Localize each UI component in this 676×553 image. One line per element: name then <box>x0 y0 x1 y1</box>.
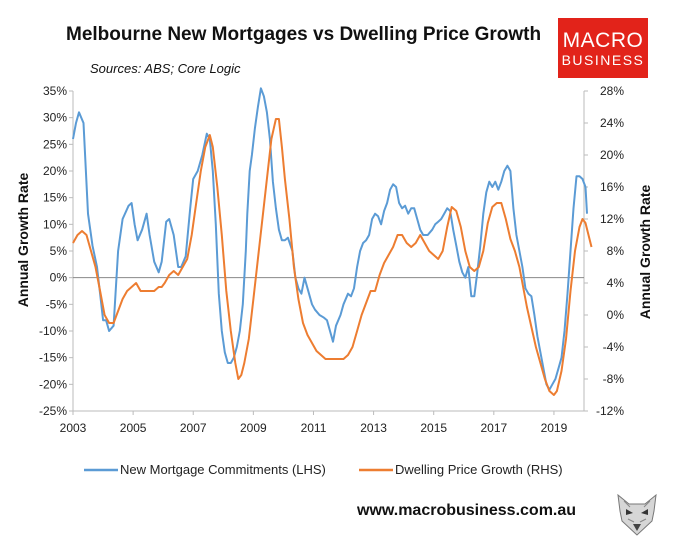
left-tick-label: 0% <box>50 271 68 285</box>
x-tick-label: 2007 <box>180 421 207 435</box>
left-tick-label: 25% <box>43 137 67 151</box>
chart-subtitle: Sources: ABS; Core Logic <box>90 61 241 76</box>
x-tick-label: 2005 <box>120 421 147 435</box>
x-tick-label: 2003 <box>60 421 87 435</box>
series-line-mortgages <box>72 87 588 391</box>
left-tick-label: 20% <box>43 164 67 178</box>
left-axis-label: Annual Growth Rate <box>15 173 31 308</box>
right-tick-label: -12% <box>596 404 624 418</box>
left-tick-label: 30% <box>43 111 67 125</box>
left-tick-label: -15% <box>39 351 67 365</box>
x-tick-label: 2015 <box>420 421 447 435</box>
right-tick-label: 12% <box>600 212 624 226</box>
x-tick-label: 2013 <box>360 421 387 435</box>
left-tick-label: -10% <box>39 324 67 338</box>
chart-title: Melbourne New Mortgages vs Dwelling Pric… <box>66 24 542 45</box>
left-tick-label: -25% <box>39 404 67 418</box>
x-axis-ticks: 2003 2005 2007 2009 2011 2013 2015 2017 2019 <box>60 411 568 435</box>
left-tick-label: 15% <box>43 191 67 205</box>
right-tick-label: 16% <box>600 180 624 194</box>
plot-frame <box>72 91 585 412</box>
right-tick-label: 24% <box>600 116 624 130</box>
right-tick-label: -4% <box>603 340 625 354</box>
wolf-mascot-icon <box>617 493 657 536</box>
website-url: www.macrobusiness.com.au <box>357 502 577 519</box>
right-tick-label: 20% <box>600 148 624 162</box>
right-axis-label: Annual Growth Rate <box>637 185 653 320</box>
right-axis-ticks: 28% 24% 20% 16% 12% 8% 4% 0% -4% -8% -12% <box>584 84 624 418</box>
left-tick-label: -5% <box>46 297 68 311</box>
right-tick-label: -8% <box>603 372 625 386</box>
right-tick-label: 0% <box>607 308 625 322</box>
logo-text-macro: MACRO <box>562 28 644 52</box>
series-line-prices <box>72 118 593 396</box>
left-tick-label: -20% <box>39 377 67 391</box>
right-tick-label: 28% <box>600 84 624 98</box>
x-tick-label: 2009 <box>240 421 267 435</box>
right-tick-label: 8% <box>607 244 625 258</box>
left-tick-label: 35% <box>43 84 67 98</box>
series-layer <box>72 87 593 396</box>
x-tick-label: 2017 <box>480 421 507 435</box>
logo-text-business: BUSINESS <box>561 51 645 68</box>
legend-label-mortgages: New Mortgage Commitments (LHS) <box>120 462 326 477</box>
left-tick-label: 10% <box>43 217 67 231</box>
x-tick-label: 2019 <box>541 421 568 435</box>
left-axis-ticks: 35% 30% 25% 20% 15% 10% 5% 0% -5% -10% -15% -20% -25… <box>39 84 73 418</box>
x-tick-label: 2011 <box>301 421 327 435</box>
macrobusiness-logo: MACRO BUSINESS <box>558 18 648 78</box>
right-tick-label: 4% <box>607 276 625 290</box>
legend: New Mortgage Commitments (LHS) Dwelling … <box>84 462 563 477</box>
left-tick-label: 5% <box>50 244 68 258</box>
legend-label-prices: Dwelling Price Growth (RHS) <box>395 462 563 477</box>
